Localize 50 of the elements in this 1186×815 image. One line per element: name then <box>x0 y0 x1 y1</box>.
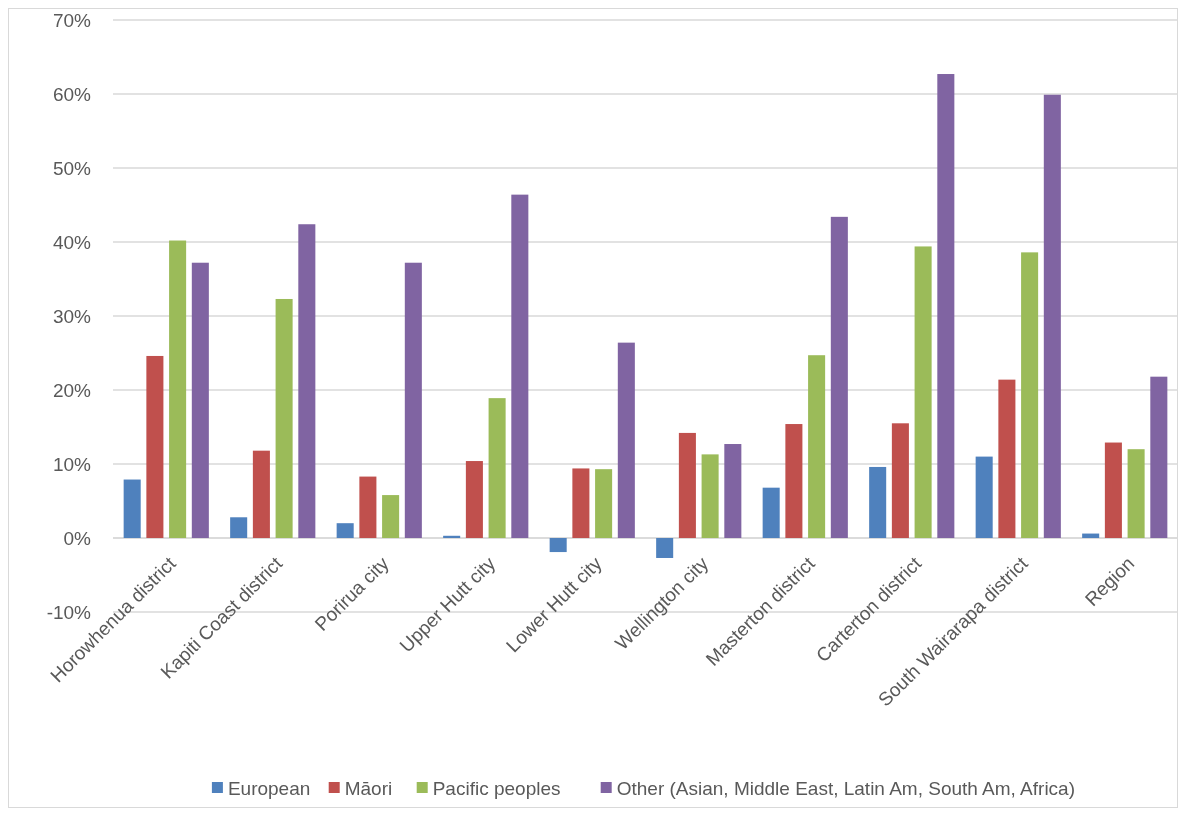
bar <box>191 262 209 538</box>
bar <box>146 355 164 538</box>
bar <box>869 466 887 538</box>
bar <box>830 216 848 538</box>
y-tick-label: 70% <box>52 9 92 31</box>
bar <box>252 450 270 538</box>
legend-label: Other (Asian, Middle East, Latin Am, South Am, Africa) <box>616 777 1076 799</box>
bar <box>724 444 742 538</box>
bar <box>1043 94 1061 538</box>
legend-label: Pacific peoples <box>432 777 561 799</box>
legend-label: European <box>227 777 311 799</box>
bar <box>1150 376 1168 538</box>
bar <box>998 379 1016 538</box>
y-tick-label: 20% <box>52 379 92 401</box>
bar <box>937 74 955 538</box>
y-tick-label: 0% <box>63 527 92 549</box>
bar <box>808 355 826 538</box>
bar <box>336 523 354 538</box>
y-tick-label: 10% <box>52 453 92 475</box>
bar <box>549 538 567 553</box>
bar <box>656 538 674 558</box>
bar <box>678 432 696 538</box>
y-tick-label: 30% <box>52 305 92 327</box>
y-tick-label: 40% <box>52 231 92 253</box>
bar <box>891 423 909 538</box>
bar <box>975 456 993 538</box>
bar <box>298 224 316 538</box>
bar <box>914 246 932 538</box>
bar <box>465 461 483 538</box>
bar <box>1021 252 1039 538</box>
y-tick-label: 60% <box>52 83 92 105</box>
bar <box>230 517 248 538</box>
y-tick-label: 50% <box>52 157 92 179</box>
bar <box>1104 442 1122 538</box>
bar <box>359 476 377 538</box>
bar <box>404 262 422 538</box>
bar <box>762 487 780 538</box>
bar <box>123 479 141 538</box>
bar <box>785 424 803 538</box>
bar <box>595 469 613 538</box>
bar <box>275 298 293 538</box>
bar <box>1127 449 1145 538</box>
bar <box>169 240 187 538</box>
bar <box>511 194 529 538</box>
bar <box>488 398 506 538</box>
bar <box>382 495 400 538</box>
legend-label: Māori <box>344 777 393 799</box>
bar <box>617 342 635 538</box>
bar <box>572 468 590 538</box>
bar <box>701 454 719 538</box>
